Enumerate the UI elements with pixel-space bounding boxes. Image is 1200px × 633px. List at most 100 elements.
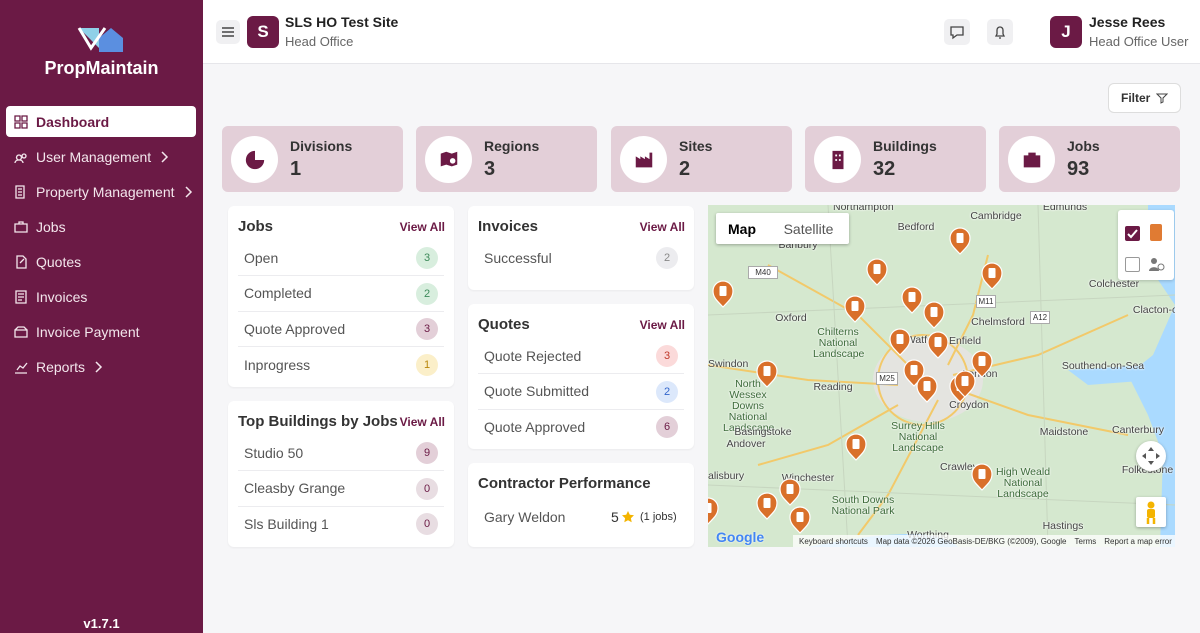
nav-label: Invoices [36,288,88,305]
list-row[interactable]: Studio 50 9 [238,435,444,471]
nav-item[interactable]: Property Management [6,176,196,207]
nav-item[interactable]: Reports [6,351,196,382]
site-type: Head Office [285,34,354,49]
map-footer-link[interactable]: Keyboard shortcuts [799,536,868,546]
stat-card[interactable]: Sites 2 [611,126,792,192]
map-pin[interactable] [954,370,976,398]
view-all-link[interactable]: View All [399,415,445,429]
map-label: South Downs National Park [831,494,895,517]
map-pin[interactable] [916,375,938,403]
menu-button[interactable] [216,20,240,44]
pin-icon [852,439,860,449]
pin-icon [930,307,938,317]
list-row[interactable]: Quote Approved 6 [478,409,684,445]
stat-card[interactable]: Buildings 32 [805,126,986,192]
list-row[interactable]: Inprogress 1 [238,347,444,383]
map-label: Crawley [940,461,978,473]
icon-path [185,185,192,198]
nav-item[interactable]: Quotes [6,246,196,277]
nav-label: Reports [36,358,86,375]
stat-icon [814,136,861,183]
map-pin[interactable] [971,463,993,491]
chevron [95,360,103,373]
street-view[interactable] [1136,497,1166,527]
map-pin[interactable] [845,433,867,461]
list-row[interactable]: Sls Building 1 0 [238,506,444,542]
map-label: Canterbury [1112,424,1164,436]
list-row[interactable]: Quote Rejected 3 [478,338,684,374]
map-pin[interactable] [779,478,801,506]
map-pin[interactable] [844,295,866,323]
map-pin[interactable] [971,350,993,378]
icon-path [161,150,169,163]
notification-button[interactable] [987,19,1013,45]
pin-icon [978,356,986,366]
filter-button[interactable]: Filter [1108,83,1181,113]
list-row[interactable]: Successful 2 [478,240,684,276]
count-badge: 6 [656,416,678,439]
chat-button[interactable] [944,19,970,45]
map-label: Bedford [897,221,935,233]
count-badge: 1 [416,353,438,376]
stat-card[interactable]: Divisions 1 [222,126,403,192]
map-tab[interactable]: Map [728,220,756,237]
icon-path [14,325,28,338]
map-pin[interactable] [789,506,811,534]
map-pin[interactable] [901,286,923,314]
map-label: Surrey Hills National Landscape [891,420,945,454]
map-pin[interactable] [923,301,945,329]
count-badge: 0 [416,513,438,536]
stat-card[interactable]: Jobs 93 [999,126,1180,192]
map-pin[interactable] [756,492,778,520]
stat-value: 3 [484,158,496,180]
map-footer-link[interactable]: Report a map error [1104,536,1172,546]
pin-icon [796,512,804,522]
view-all-link[interactable]: View All [639,318,685,332]
map-pin[interactable] [981,262,1003,290]
map-footer-link[interactable]: Terms [1074,536,1097,546]
list-row[interactable]: Cleasby Grange 0 [238,471,444,507]
view-all-link[interactable]: View All [639,220,685,234]
list-row[interactable]: Completed 2 [238,276,444,312]
nav-item[interactable]: Invoices [6,281,196,312]
card: Invoices View All Successful 2 [468,206,694,290]
nav-item[interactable]: Dashboard [6,106,196,137]
nav-item[interactable]: Invoice Payment [6,316,196,347]
map-label: Watford [905,334,943,346]
pin-icon [763,366,771,376]
map-pin[interactable] [866,258,888,286]
row-label: Cleasby Grange [244,480,346,497]
stat-card[interactable]: Regions 3 [416,126,597,192]
map-pin[interactable] [756,360,778,388]
map-pin[interactable] [889,328,911,356]
map[interactable]: Northampton Cambridge Edmunds Bedford Banbur… [708,205,1175,547]
pin-icon [934,337,942,347]
card-title: Jobs [238,218,274,235]
pan-control[interactable] [1136,441,1166,471]
layer-checkbox[interactable] [1125,226,1140,241]
map-tab[interactable]: Satellite [783,220,834,237]
job-count: (1 jobs) [640,511,677,523]
nav-label: User Management [36,148,152,165]
map-label: M40 [748,266,778,279]
map-markers [708,227,1003,534]
map-pin[interactable] [708,497,719,525]
map-pin[interactable] [949,227,971,255]
list-row[interactable]: Quote Approved 3 [238,311,444,348]
map-pin[interactable] [712,280,734,308]
map-pin[interactable] [927,331,949,359]
icon-path [15,289,27,304]
icon [832,150,843,169]
nav-item[interactable]: Jobs [6,211,196,242]
list-row[interactable]: Open 3 [238,240,444,276]
layer-checkbox[interactable] [1125,257,1140,272]
icon-path [440,151,457,166]
nav-label: Property Management [36,183,175,200]
nav-icon [14,220,28,233]
icon-path [622,511,634,523]
user-avatar[interactable]: J [1050,16,1082,48]
nav-item[interactable]: User Management [6,141,196,172]
view-all-link[interactable]: View All [399,220,445,234]
nav-icon [14,114,28,129]
list-row[interactable]: Quote Submitted 2 [478,374,684,410]
